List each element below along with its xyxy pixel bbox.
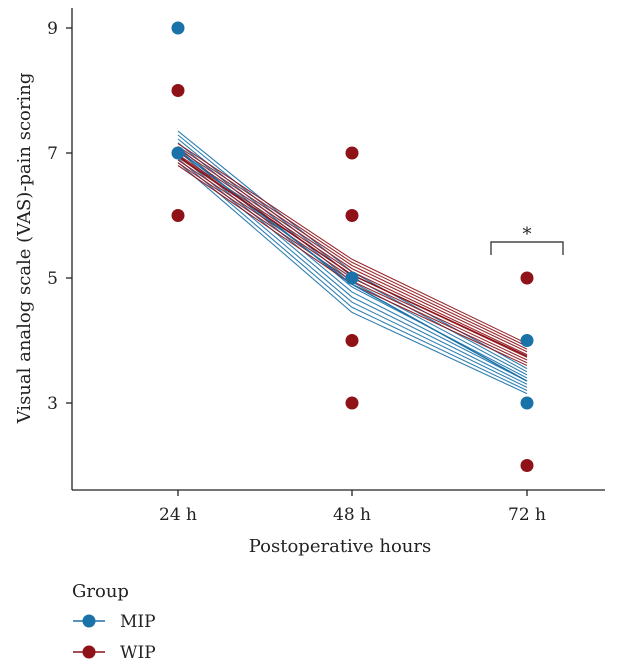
- y-tick-label: 3: [47, 394, 58, 414]
- legend-label-wip: WIP: [120, 643, 156, 663]
- x-tick-label: 72 h: [508, 505, 546, 525]
- y-tick-label: 5: [47, 269, 58, 289]
- data-point-wip: [345, 146, 359, 160]
- significance-star: *: [523, 224, 532, 245]
- legend-label-mip: MIP: [120, 612, 156, 632]
- points-wip: [171, 84, 534, 472]
- data-point-wip: [345, 209, 359, 222]
- data-point-wip: [345, 396, 359, 410]
- data-point-mip: [171, 146, 185, 160]
- legend-item-wip: WIP: [73, 643, 156, 663]
- band-hatch-line: [177, 158, 528, 391]
- band-hatch-line: [177, 151, 528, 353]
- legend-marker-mip: [82, 614, 96, 628]
- y-tick-label: 7: [47, 144, 58, 164]
- data-point-wip: [520, 271, 534, 285]
- x-ticks: 24 h 48 h 72 h: [159, 490, 546, 525]
- legend-title: Group: [72, 581, 129, 602]
- y-ticks: 3 5 7 9: [47, 19, 72, 414]
- data-point-wip: [345, 334, 359, 347]
- points-mip: [171, 21, 534, 410]
- data-point-mip: [520, 396, 534, 410]
- data-point-mip: [171, 21, 185, 35]
- plot-area: *: [171, 21, 564, 472]
- x-axis-title: Postoperative hours: [249, 536, 431, 557]
- axes: [71, 8, 605, 491]
- legend: Group MIP WIP: [72, 581, 156, 663]
- data-point-mip: [520, 334, 534, 347]
- band-hatch-line: [177, 148, 528, 350]
- y-axis-title: Visual analog scale (VAS)-pain scoring: [14, 73, 35, 425]
- band-hatch-line: [177, 145, 528, 347]
- band-hatch-line: [177, 154, 528, 388]
- x-tick-label: 24 h: [159, 505, 197, 525]
- data-point-wip: [520, 459, 534, 472]
- x-tick-label: 48 h: [333, 505, 371, 525]
- data-point-wip: [171, 84, 185, 97]
- data-point-wip: [171, 209, 185, 222]
- bracket-line: [490, 241, 564, 255]
- band-hatch-line: [177, 143, 528, 345]
- significance-bracket: *: [490, 224, 564, 255]
- y-tick-label: 9: [47, 19, 58, 39]
- legend-item-mip: MIP: [73, 612, 156, 632]
- band-hatch-line: [177, 161, 528, 395]
- legend-marker-wip: [82, 645, 96, 659]
- data-point-mip: [345, 271, 359, 285]
